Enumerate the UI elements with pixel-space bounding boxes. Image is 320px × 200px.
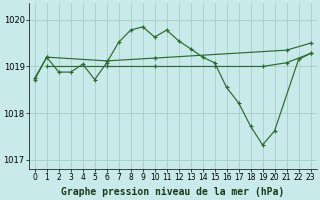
X-axis label: Graphe pression niveau de la mer (hPa): Graphe pression niveau de la mer (hPa) bbox=[61, 186, 284, 197]
